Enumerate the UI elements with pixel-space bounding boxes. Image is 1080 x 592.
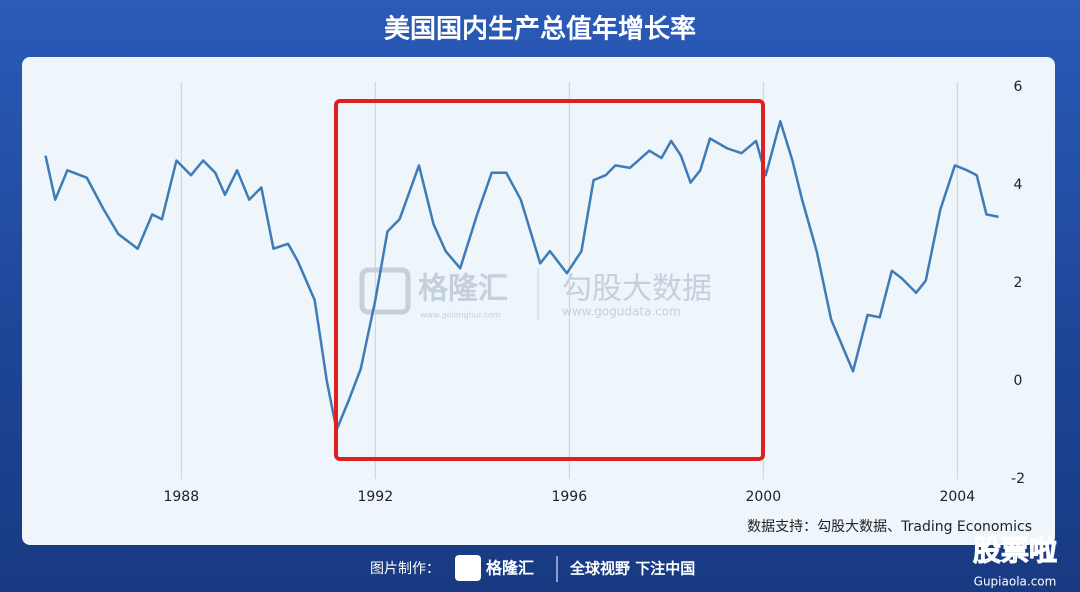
footer-slogan: 全球视野 下注中国 xyxy=(569,560,695,578)
footer-brand: 格隆汇 xyxy=(486,559,534,578)
footer-credit: 图片制作： xyxy=(370,561,440,577)
watermark: 格隆汇 www.gelonghui.com 勾股大数据 www.gogudata… xyxy=(359,267,712,320)
x-tick-label: 1996 xyxy=(551,489,587,505)
source: 数据支持：勾股大数据、Trading Economics xyxy=(747,519,1032,535)
chart-title: 美国国内生产总值年增长率 xyxy=(384,14,696,45)
x-tick-label: 1992 xyxy=(357,489,393,505)
corner-name: 股票啦 xyxy=(973,534,1057,567)
watermark-partner: 勾股大数据 xyxy=(562,272,712,307)
x-tick-label: 2004 xyxy=(939,489,975,505)
y-tick-label: -2 xyxy=(1011,471,1025,487)
corner-url: Gupiaola.com xyxy=(974,575,1057,589)
watermark-brand: 格隆汇 xyxy=(418,272,508,307)
footer-logo xyxy=(455,555,481,581)
y-tick-label: 6 xyxy=(1014,79,1023,95)
y-tick-label: 2 xyxy=(1014,275,1023,291)
plot-area: 1988 1992 1996 2000 2004 -2 0 2 4 6 xyxy=(44,79,1025,505)
x-tick-label: 1988 xyxy=(163,489,199,505)
watermark-partner-url: www.gogudata.com xyxy=(562,305,681,319)
line-series xyxy=(44,120,999,432)
highlight-box xyxy=(334,99,765,461)
watermark-url: www.gelonghui.com xyxy=(420,311,501,320)
y-tick-label: 0 xyxy=(1014,373,1023,389)
watermark-logo xyxy=(359,267,411,315)
y-tick-label: 4 xyxy=(1014,177,1023,193)
x-tick-label: 2000 xyxy=(745,489,781,505)
